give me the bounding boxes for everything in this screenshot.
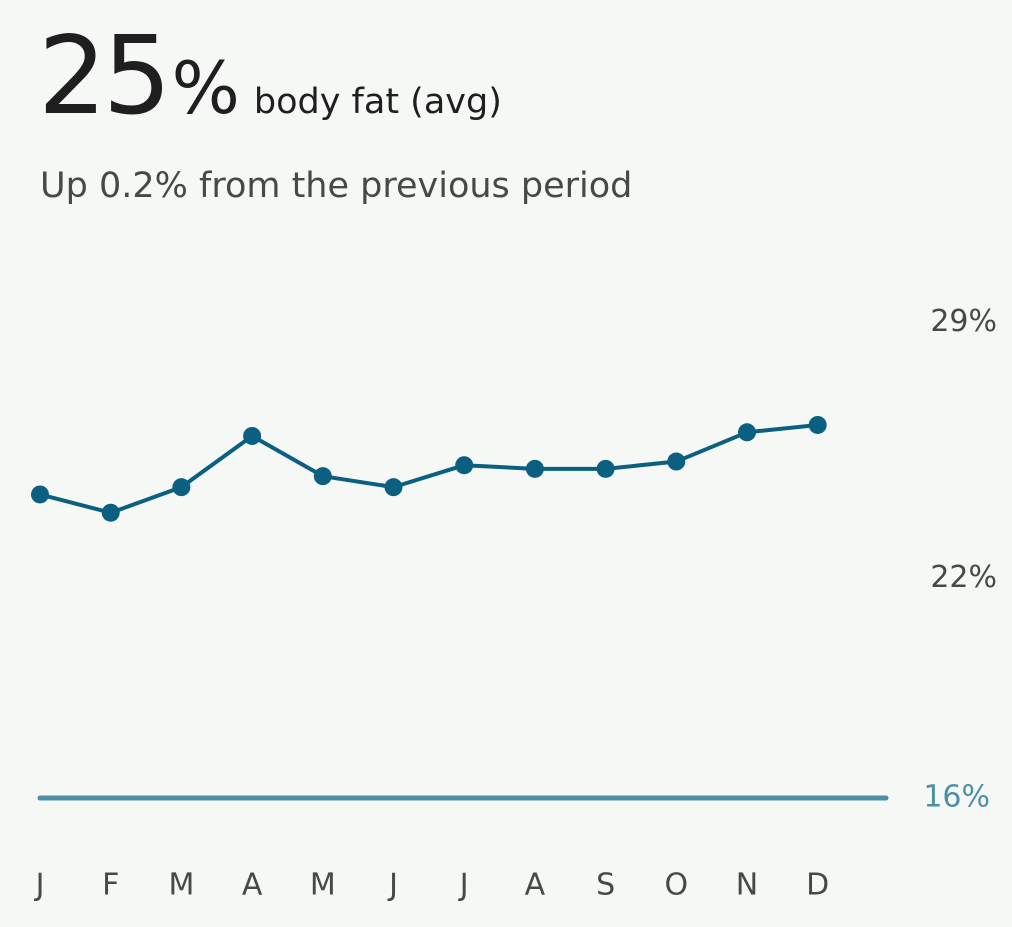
y-tick-label: 29% — [930, 304, 997, 339]
target-label: 16% — [923, 780, 990, 815]
x-tick-label: A — [525, 868, 546, 903]
y-tick-label: 22% — [930, 560, 997, 595]
headline-label: body fat (avg) — [254, 82, 502, 122]
x-tick-label: A — [242, 868, 263, 903]
data-point — [808, 415, 827, 434]
data-point — [738, 423, 756, 442]
x-tick-label: D — [806, 868, 829, 903]
data-point — [525, 459, 544, 478]
data-point — [172, 478, 191, 497]
data-point — [31, 485, 49, 504]
data-point — [455, 456, 474, 475]
x-tick-label: J — [387, 868, 398, 903]
data-point — [596, 459, 615, 478]
x-tick-label: M — [168, 868, 194, 903]
data-point — [313, 467, 332, 486]
data-point — [384, 478, 403, 497]
x-tick-label: J — [458, 868, 469, 903]
x-tick-label: O — [664, 868, 688, 903]
x-tick-label: F — [102, 868, 119, 903]
x-tick-label: J — [34, 868, 45, 903]
headline-unit: % — [171, 46, 239, 130]
data-point — [667, 452, 686, 471]
x-tick-label: M — [310, 868, 336, 903]
data-point — [243, 426, 262, 445]
headline-value: 25 — [38, 14, 167, 139]
subtitle: Up 0.2% from the previous period — [40, 166, 632, 206]
data-point — [101, 503, 120, 522]
x-tick-label: N — [736, 868, 758, 903]
headline: 25% body fat (avg) — [38, 14, 502, 139]
x-tick-label: S — [596, 868, 615, 903]
data-line — [39, 422, 818, 515]
